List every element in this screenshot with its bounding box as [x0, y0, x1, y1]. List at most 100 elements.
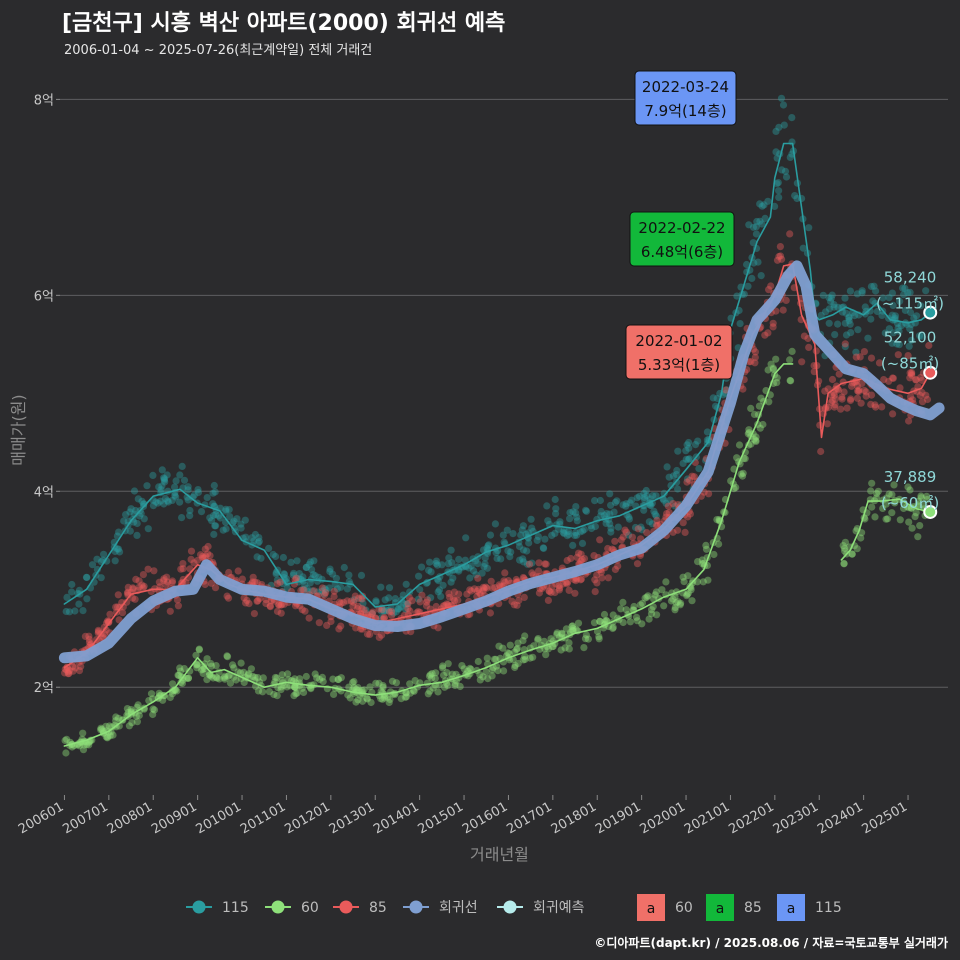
- transaction-point: [237, 659, 245, 667]
- transaction-point: [126, 508, 134, 516]
- transaction-point: [183, 674, 191, 683]
- transaction-point: [872, 403, 880, 411]
- transaction-point: [363, 695, 371, 703]
- transaction-point: [251, 673, 259, 681]
- transaction-point: [81, 632, 89, 641]
- transaction-point: [633, 560, 642, 568]
- transaction-point: [69, 662, 77, 671]
- transaction-point: [515, 542, 524, 551]
- transaction-point: [366, 630, 374, 639]
- transaction-point: [69, 667, 77, 675]
- transaction-point: [534, 636, 542, 644]
- transaction-point: [487, 577, 495, 585]
- transaction-point: [591, 576, 599, 584]
- transaction-point: [835, 370, 843, 378]
- transaction-point: [619, 598, 627, 607]
- y-tick-label: 4억: [34, 485, 54, 500]
- transaction-point: [788, 114, 796, 122]
- transaction-point: [638, 599, 647, 607]
- transaction-point: [610, 508, 618, 516]
- transaction-point: [380, 694, 389, 702]
- transaction-point: [431, 674, 439, 683]
- transaction-point: [748, 274, 756, 282]
- transaction-point: [222, 507, 230, 515]
- transaction-point: [80, 741, 88, 749]
- transaction-point: [128, 719, 136, 727]
- transaction-point: [852, 353, 860, 361]
- transaction-point: [764, 197, 772, 205]
- transaction-point: [245, 600, 253, 608]
- transaction-point: [245, 670, 253, 678]
- transaction-point: [303, 585, 311, 593]
- transaction-point: [190, 491, 198, 499]
- transaction-point: [643, 529, 651, 537]
- transaction-point: [871, 513, 879, 521]
- transaction-point: [111, 721, 119, 729]
- transaction-point: [234, 567, 242, 575]
- transaction-point: [635, 492, 644, 500]
- transaction-point: [113, 545, 121, 553]
- transaction-point: [595, 633, 603, 641]
- transaction-point: [759, 420, 767, 429]
- transaction-point: [474, 657, 482, 666]
- legend-dot: [192, 900, 206, 914]
- transaction-point: [535, 589, 544, 597]
- transaction-point: [773, 379, 781, 387]
- transaction-point: [157, 497, 165, 505]
- transaction-point: [203, 655, 211, 663]
- transaction-point: [514, 639, 522, 647]
- transaction-point: [580, 525, 589, 534]
- transaction-point: [266, 603, 274, 611]
- series-lines: [58, 142, 945, 747]
- transaction-point: [602, 617, 611, 625]
- transaction-point: [597, 507, 605, 516]
- transaction-point: [209, 674, 217, 682]
- transaction-point: [847, 329, 855, 337]
- transaction-point: [160, 474, 168, 482]
- transaction-point: [273, 576, 281, 584]
- transaction-point: [114, 545, 123, 553]
- transaction-point: [135, 711, 143, 720]
- transaction-point: [93, 555, 101, 563]
- transaction-point: [221, 672, 229, 680]
- transaction-point: [872, 494, 881, 502]
- transaction-point: [353, 605, 361, 613]
- transaction-point: [504, 547, 512, 555]
- transaction-point: [786, 356, 794, 364]
- transaction-point: [251, 530, 259, 539]
- transaction-point: [854, 387, 862, 395]
- transaction-point: [683, 441, 691, 449]
- transaction-point: [672, 470, 681, 479]
- transaction-point: [907, 336, 916, 344]
- transaction-point: [225, 671, 233, 679]
- transaction-point: [221, 675, 229, 683]
- transaction-point: [504, 577, 512, 585]
- transaction-point: [172, 477, 180, 485]
- transaction-point: [541, 645, 549, 653]
- transaction-point: [197, 666, 205, 674]
- transaction-point: [85, 632, 93, 640]
- transaction-point: [406, 607, 414, 615]
- transaction-point: [209, 500, 217, 508]
- transaction-point: [488, 584, 497, 592]
- transaction-point: [166, 693, 174, 702]
- transaction-point: [543, 502, 551, 510]
- transaction-point: [682, 447, 690, 455]
- transaction-point: [432, 669, 440, 677]
- transaction-point: [426, 671, 434, 679]
- transaction-point: [255, 537, 263, 546]
- transaction-point: [694, 558, 702, 566]
- transaction-point: [236, 669, 245, 677]
- transaction-point: [894, 324, 902, 332]
- transaction-point: [402, 689, 410, 697]
- transaction-point: [139, 584, 147, 592]
- legend-box-glyph: a: [787, 901, 796, 917]
- transaction-point: [118, 609, 127, 617]
- transaction-point: [244, 671, 252, 679]
- transaction-point: [230, 524, 239, 532]
- transaction-point: [644, 592, 652, 600]
- transaction-point: [862, 307, 870, 315]
- transaction-point: [397, 603, 405, 611]
- transaction-point: [388, 607, 396, 616]
- transaction-point: [862, 388, 870, 396]
